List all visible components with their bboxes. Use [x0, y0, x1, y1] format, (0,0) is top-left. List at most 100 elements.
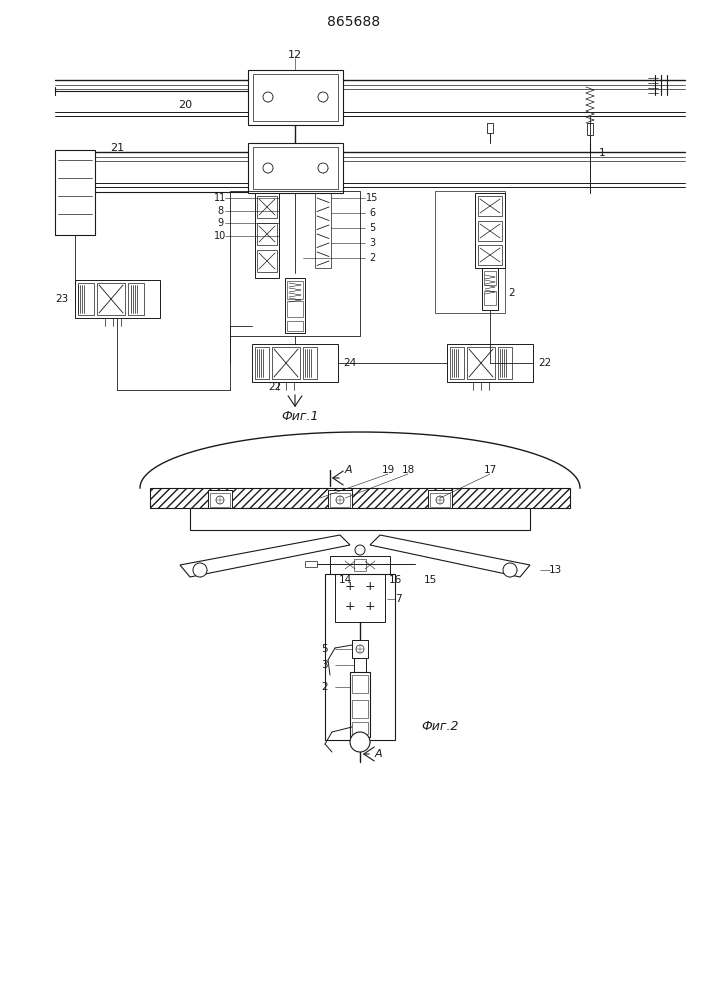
- Text: 3: 3: [322, 660, 328, 670]
- Text: 5: 5: [322, 644, 328, 654]
- Bar: [467, 347, 495, 379]
- Bar: [150, 488, 570, 508]
- Circle shape: [350, 732, 370, 752]
- Bar: [128, 283, 144, 315]
- Bar: [428, 490, 452, 508]
- Bar: [248, 143, 343, 193]
- Text: A: A: [344, 465, 352, 475]
- Bar: [484, 271, 496, 285]
- Text: 8: 8: [217, 206, 223, 216]
- Bar: [484, 291, 496, 305]
- Text: 865688: 865688: [327, 15, 380, 29]
- Bar: [257, 250, 277, 272]
- Polygon shape: [180, 535, 350, 577]
- Bar: [255, 347, 269, 379]
- Circle shape: [263, 163, 273, 173]
- Bar: [330, 556, 390, 574]
- Bar: [303, 347, 317, 379]
- Text: +: +: [345, 599, 356, 612]
- Bar: [352, 722, 368, 734]
- Circle shape: [263, 92, 273, 102]
- Bar: [325, 574, 395, 740]
- Circle shape: [318, 92, 328, 102]
- Bar: [350, 672, 370, 737]
- Bar: [354, 559, 366, 571]
- Bar: [587, 123, 593, 135]
- Bar: [498, 347, 512, 379]
- Bar: [435, 191, 505, 313]
- Bar: [190, 508, 530, 530]
- Text: 17: 17: [484, 465, 496, 475]
- Bar: [478, 245, 502, 265]
- Bar: [352, 640, 368, 658]
- Text: Фиг.1: Фиг.1: [281, 410, 319, 424]
- Bar: [248, 70, 343, 125]
- Bar: [97, 283, 125, 315]
- Bar: [478, 221, 502, 241]
- Bar: [354, 658, 366, 672]
- Circle shape: [355, 545, 365, 555]
- Text: 6: 6: [369, 208, 375, 218]
- Text: 12: 12: [288, 50, 302, 60]
- Bar: [287, 281, 303, 299]
- Text: 22: 22: [538, 358, 551, 368]
- Text: 15: 15: [366, 193, 378, 203]
- Bar: [352, 700, 368, 718]
- Circle shape: [193, 563, 207, 577]
- Text: +: +: [365, 599, 375, 612]
- Bar: [285, 278, 305, 333]
- Bar: [447, 344, 533, 382]
- Text: Фиг.2: Фиг.2: [421, 720, 459, 734]
- Text: 23: 23: [54, 294, 68, 304]
- Bar: [287, 321, 303, 331]
- Text: 1: 1: [599, 148, 605, 158]
- Bar: [482, 268, 498, 310]
- Bar: [253, 74, 338, 121]
- Circle shape: [503, 563, 517, 577]
- Bar: [208, 490, 232, 508]
- Bar: [450, 347, 464, 379]
- Text: 3: 3: [369, 238, 375, 248]
- Text: +: +: [365, 580, 375, 592]
- Bar: [330, 493, 350, 507]
- Bar: [252, 344, 338, 382]
- Bar: [257, 196, 277, 218]
- Bar: [75, 280, 160, 318]
- Text: A: A: [374, 749, 382, 759]
- Text: 22: 22: [269, 382, 281, 392]
- Bar: [478, 196, 502, 216]
- Bar: [305, 561, 317, 567]
- Bar: [210, 493, 230, 507]
- Bar: [352, 675, 368, 693]
- Bar: [475, 193, 505, 268]
- Bar: [272, 347, 300, 379]
- Text: 24: 24: [344, 358, 356, 368]
- Bar: [253, 147, 338, 189]
- Text: 11: 11: [214, 193, 226, 203]
- Bar: [315, 193, 331, 268]
- Text: 10: 10: [214, 231, 226, 241]
- Bar: [287, 301, 303, 317]
- Text: +: +: [345, 580, 356, 592]
- Text: 5: 5: [369, 223, 375, 233]
- Text: 20: 20: [178, 100, 192, 110]
- Text: 19: 19: [381, 465, 395, 475]
- Text: 15: 15: [423, 575, 437, 585]
- Text: 2: 2: [369, 253, 375, 263]
- Text: 14: 14: [339, 575, 351, 585]
- Text: 2: 2: [509, 288, 515, 298]
- Bar: [55, 150, 95, 235]
- Polygon shape: [370, 535, 530, 577]
- Text: 9: 9: [217, 218, 223, 228]
- Bar: [257, 223, 277, 245]
- Bar: [230, 191, 360, 336]
- Circle shape: [318, 163, 328, 173]
- Text: 7: 7: [395, 594, 402, 604]
- Text: 18: 18: [402, 465, 414, 475]
- Text: 13: 13: [549, 565, 561, 575]
- Bar: [430, 493, 450, 507]
- Text: 21: 21: [110, 143, 124, 153]
- Bar: [328, 490, 352, 508]
- Text: 16: 16: [388, 575, 402, 585]
- Bar: [78, 283, 94, 315]
